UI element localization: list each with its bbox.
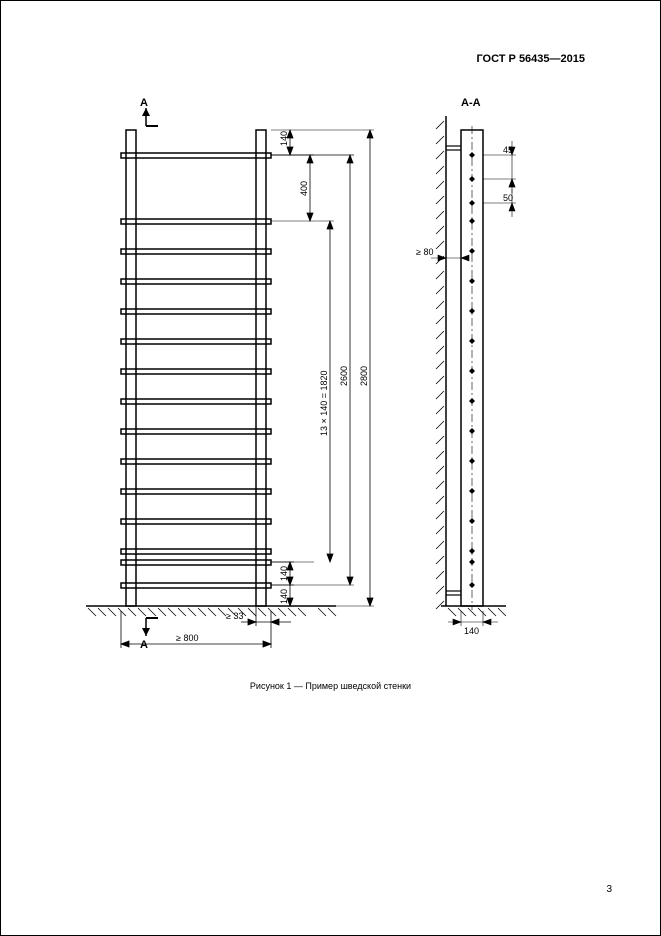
side-view: А-А: [416, 97, 516, 636]
svg-text:140: 140: [279, 589, 289, 604]
svg-text:140: 140: [279, 566, 289, 581]
section-mark-top: А: [140, 97, 158, 126]
standard-header: ГОСТ Р 56435—2015: [476, 53, 585, 65]
svg-text:13 × 140 = 1820: 13 × 140 = 1820: [319, 370, 329, 436]
technical-drawing: А А ≥ 800: [66, 86, 606, 666]
document-page: ГОСТ Р 56435—2015: [0, 0, 661, 936]
svg-text:50: 50: [503, 193, 513, 203]
svg-text:А: А: [140, 639, 148, 651]
svg-text:2600: 2600: [339, 366, 349, 386]
figure-caption: Рисунок 1 — Пример шведской стенки: [1, 681, 660, 691]
svg-text:2800: 2800: [359, 366, 369, 386]
svg-text:140: 140: [464, 626, 479, 636]
svg-text:А: А: [140, 97, 148, 109]
svg-text:≥ 800: ≥ 800: [176, 633, 198, 643]
svg-text:400: 400: [299, 181, 309, 196]
svg-text:А-А: А-А: [461, 97, 481, 109]
svg-text:≥ 80: ≥ 80: [416, 247, 433, 257]
front-view: А А ≥ 800: [86, 97, 374, 651]
svg-text:≥ 33: ≥ 33: [226, 611, 243, 621]
section-mark-bottom: А: [140, 618, 158, 651]
svg-text:140: 140: [279, 131, 289, 146]
page-number: 3: [606, 884, 612, 895]
svg-text:45: 45: [503, 145, 513, 155]
